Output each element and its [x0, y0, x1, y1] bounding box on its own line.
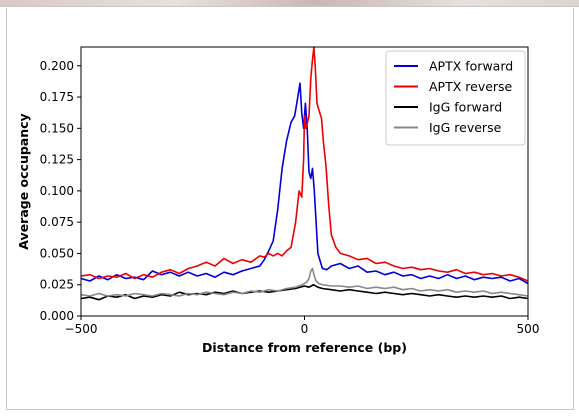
figure-frame	[6, 8, 574, 410]
header-strip	[0, 0, 579, 6]
legend-label: APTX forward	[429, 59, 513, 74]
legend-label: APTX reverse	[429, 79, 513, 94]
y-tick-label: 0.150	[40, 121, 74, 135]
y-axis-label: Average occupancy	[16, 113, 31, 249]
x-tick-label: 500	[517, 322, 540, 336]
y-tick-label: 0.100	[40, 184, 74, 198]
legend: APTX forward APTX reverse IgG forward IgG r…	[385, 50, 526, 146]
x-axis-label: Distance from reference (bp)	[202, 340, 407, 355]
series-line-2	[80, 46, 529, 282]
legend-box	[385, 50, 526, 146]
series-line-1	[80, 82, 529, 285]
plot-lines	[80, 46, 529, 301]
y-tick-label: 0.125	[40, 153, 74, 167]
y-tick-label: 0.000	[40, 309, 74, 323]
x-tick-label: −500	[65, 322, 98, 336]
legend-label: IgG reverse	[429, 120, 502, 135]
y-tick-label: 0.050	[40, 246, 74, 260]
y-tick-label: 0.025	[40, 278, 74, 292]
x-tick-label: 0	[301, 322, 309, 336]
y-tick-label: 0.075	[40, 215, 74, 229]
series-line-3	[80, 283, 529, 301]
y-tick-label: 0.200	[40, 59, 74, 73]
y-axis-ticks: 0.000 0.025 0.050 0.075 0.100 0.125 0.150 0.175…	[40, 59, 81, 323]
legend-label: IgG forward	[429, 100, 502, 115]
header-divider	[0, 6, 579, 7]
x-axis-ticks: −500 0 500	[65, 316, 540, 336]
series-line-4	[80, 267, 529, 297]
y-tick-label: 0.175	[40, 90, 74, 104]
